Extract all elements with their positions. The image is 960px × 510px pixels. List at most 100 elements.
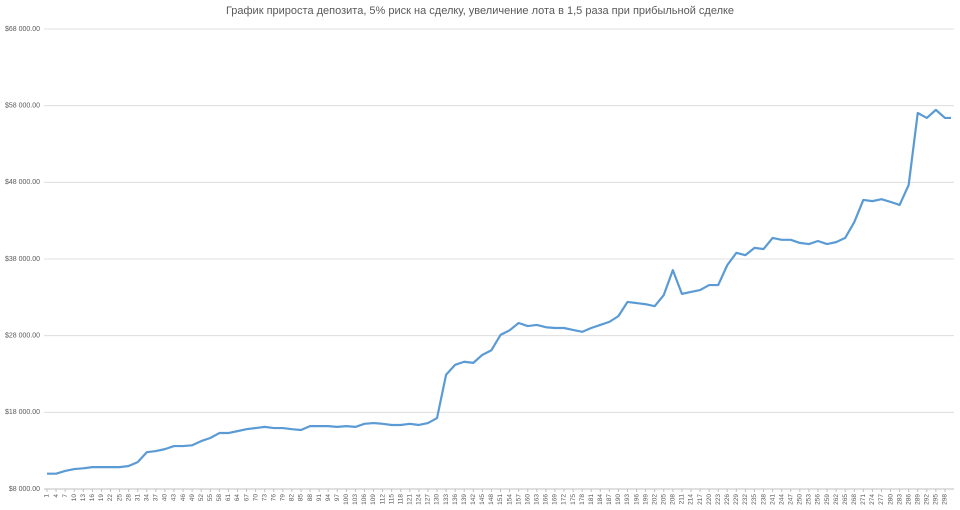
x-tick-label: 181 [588, 494, 595, 505]
y-tick-label: $68 000.00 [5, 26, 40, 33]
data-line [47, 108, 951, 475]
x-tick-label: 46 [180, 494, 187, 502]
x-tick-label: 28 [125, 494, 132, 502]
y-tick-label: $28 000.00 [5, 333, 40, 340]
x-tick-label: 31 [134, 494, 141, 502]
x-tick-label: 274 [869, 494, 876, 505]
x-tick-label: 289 [914, 494, 921, 505]
x-tick-label: 139 [461, 494, 468, 505]
x-tick-label: 100 [343, 494, 350, 505]
x-tick-label: 286 [905, 494, 912, 505]
x-tick-label: 1 [44, 494, 51, 498]
x-tick-label: 244 [778, 494, 785, 505]
x-tick-label: 19 [98, 494, 105, 502]
x-tick-label: 298 [942, 494, 949, 505]
x-tick-label: 115 [388, 494, 395, 505]
x-tick-label: 142 [470, 494, 477, 505]
x-tick-label: 94 [325, 494, 332, 502]
x-tick-label: 292 [924, 494, 931, 505]
x-tick-label: 160 [524, 494, 531, 505]
x-tick-label: 232 [742, 494, 749, 505]
y-tick-label: $38 000.00 [5, 256, 40, 263]
x-tick-label: 247 [787, 494, 794, 505]
y-tick-label: $58 000.00 [5, 103, 40, 110]
y-tick-label: $8 000.00 [9, 486, 40, 493]
x-tick-label: 112 [379, 494, 386, 505]
x-tick-label: 187 [606, 494, 613, 505]
y-tick-label: $48 000.00 [5, 179, 40, 186]
x-tick-label: 235 [751, 494, 758, 505]
x-tick-label: 217 [697, 494, 704, 505]
x-tick-label: 64 [234, 494, 241, 502]
y-tick-label: $18 000.00 [5, 409, 40, 416]
x-tick-label: 172 [561, 494, 568, 505]
x-tick-label: 103 [352, 494, 359, 505]
x-tick-label: 241 [769, 494, 776, 505]
x-tick-label: 214 [688, 494, 695, 505]
x-tick-label: 133 [443, 494, 450, 505]
x-tick-label: 109 [370, 494, 377, 505]
x-tick-label: 211 [679, 494, 686, 505]
x-tick-label: 10 [71, 494, 78, 502]
x-tick-label: 154 [506, 494, 513, 505]
x-tick-label: 277 [878, 494, 885, 505]
x-tick-label: 67 [243, 494, 250, 502]
x-tick-label: 37 [153, 494, 160, 502]
x-tick-label: 85 [298, 494, 305, 502]
x-tick-label: 268 [851, 494, 858, 505]
x-tick-label: 88 [307, 494, 314, 502]
x-tick-label: 205 [660, 494, 667, 505]
x-tick-label: 61 [225, 494, 232, 502]
x-tick-label: 43 [171, 494, 178, 502]
x-tick-label: 52 [198, 494, 205, 502]
x-tick-label: 169 [552, 494, 559, 505]
x-tick-label: 238 [760, 494, 767, 505]
x-tick-label: 178 [579, 494, 586, 505]
x-tick-label: 271 [860, 494, 867, 505]
x-tick-label: 40 [162, 494, 169, 502]
x-tick-label: 175 [570, 494, 577, 505]
x-tick-label: 253 [806, 494, 813, 505]
x-tick-label: 229 [733, 494, 740, 505]
x-tick-label: 184 [597, 494, 604, 505]
x-tick-label: 157 [515, 494, 522, 505]
x-tick-label: 118 [397, 494, 404, 505]
x-tick-label: 256 [815, 494, 822, 505]
x-tick-label: 199 [642, 494, 649, 505]
x-tick-label: 202 [651, 494, 658, 505]
x-tick-label: 220 [706, 494, 713, 505]
x-tick-label: 91 [316, 494, 323, 502]
x-tick-label: 250 [797, 494, 804, 505]
x-tick-label: 82 [289, 494, 296, 502]
x-tick-label: 55 [207, 494, 214, 502]
x-tick-label: 136 [452, 494, 459, 505]
x-tick-label: 226 [724, 494, 731, 505]
x-tick-label: 121 [407, 494, 414, 505]
x-tick-label: 151 [497, 494, 504, 505]
x-tick-label: 76 [270, 494, 277, 502]
x-tick-label: 73 [261, 494, 268, 502]
x-tick-label: 145 [479, 494, 486, 505]
x-tick-label: 16 [89, 494, 96, 502]
x-tick-label: 163 [534, 494, 541, 505]
x-tick-label: 49 [189, 494, 196, 502]
x-tick-label: 7 [62, 494, 69, 498]
x-tick-label: 148 [488, 494, 495, 505]
x-tick-label: 25 [116, 494, 123, 502]
x-tick-label: 265 [842, 494, 849, 505]
x-tick-label: 22 [107, 494, 114, 502]
x-tick-label: 58 [216, 494, 223, 502]
x-tick-label: 79 [280, 494, 287, 502]
x-tick-label: 193 [624, 494, 631, 505]
x-tick-label: 259 [824, 494, 831, 505]
x-tick-label: 223 [715, 494, 722, 505]
x-tick-label: 124 [416, 494, 423, 505]
x-tick-label: 130 [434, 494, 441, 505]
x-tick-label: 295 [933, 494, 940, 505]
x-tick-label: 97 [334, 494, 341, 502]
x-tick-label: 190 [615, 494, 622, 505]
x-tick-label: 208 [670, 494, 677, 505]
x-tick-label: 13 [80, 494, 87, 502]
x-tick-label: 106 [361, 494, 368, 505]
